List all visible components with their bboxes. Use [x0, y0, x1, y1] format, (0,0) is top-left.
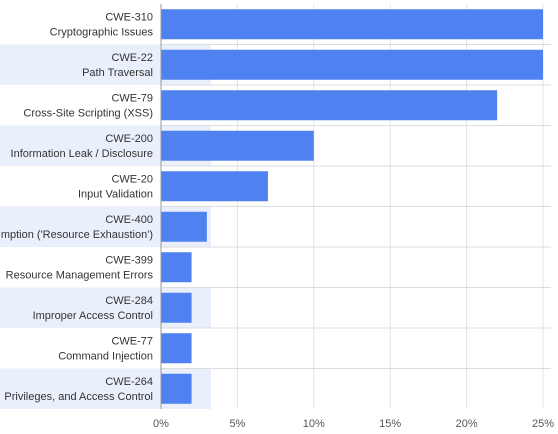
- category-name-label: mption ('Resource Exhaustion'): [1, 229, 153, 241]
- category-name-label: Input Validation: [78, 188, 153, 200]
- x-tick-label: 0%: [153, 418, 169, 430]
- category-id-label: CWE-79: [111, 92, 153, 104]
- bar: [161, 9, 543, 40]
- category-name-label: Privileges, and Access Control: [4, 391, 153, 403]
- x-tick-label: 25%: [532, 418, 554, 430]
- bar: [161, 49, 543, 80]
- bar: [161, 90, 498, 121]
- bar: [161, 130, 314, 161]
- category-name-label: Command Injection: [58, 350, 153, 362]
- x-tick-label: 20%: [456, 418, 478, 430]
- category-id-label: CWE-400: [105, 214, 153, 226]
- x-tick-label: 10%: [303, 418, 325, 430]
- category-id-label: CWE-399: [105, 254, 153, 266]
- category-id-label: CWE-264: [105, 376, 153, 388]
- category-id-label: CWE-20: [111, 173, 153, 185]
- category-name-label: Cross-Site Scripting (XSS): [23, 107, 153, 119]
- bar: [161, 252, 192, 283]
- bar: [161, 211, 207, 242]
- bar: [161, 333, 192, 364]
- category-id-label: CWE-77: [111, 335, 153, 347]
- category-name-label: Resource Management Errors: [6, 269, 154, 281]
- x-tick-label: 15%: [379, 418, 401, 430]
- bar: [161, 373, 192, 404]
- category-name-label: Improper Access Control: [33, 310, 153, 322]
- category-id-label: CWE-22: [111, 52, 153, 64]
- category-name-label: Cryptographic Issues: [50, 26, 154, 38]
- bar: [161, 292, 192, 323]
- x-tick-label: 5%: [229, 418, 245, 430]
- category-name-label: Path Traversal: [82, 67, 153, 79]
- bar: [161, 171, 268, 202]
- category-id-label: CWE-310: [105, 11, 153, 23]
- category-id-label: CWE-284: [105, 295, 153, 307]
- category-name-label: Information Leak / Disclosure: [11, 148, 153, 160]
- category-id-label: CWE-200: [105, 133, 153, 145]
